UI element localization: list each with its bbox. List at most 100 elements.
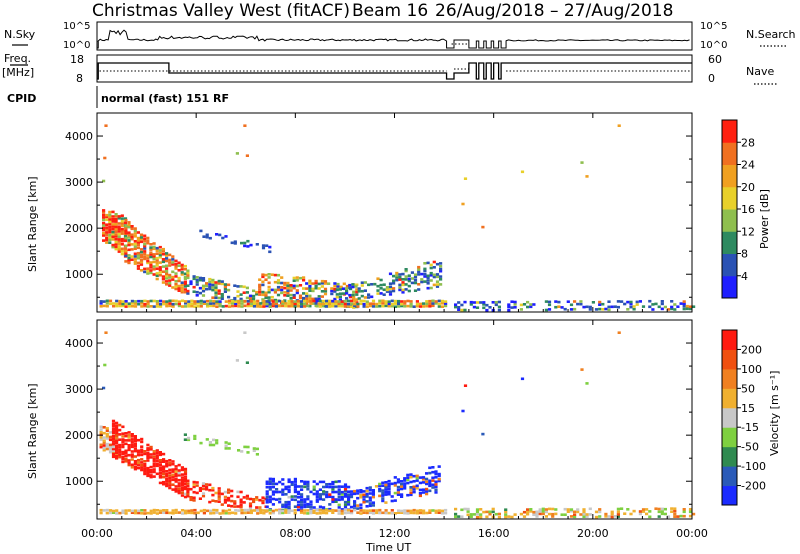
y-tick-label: 4000 (65, 337, 93, 350)
y-tick-label: 1000 (65, 475, 93, 488)
range-gate-cell (165, 477, 169, 481)
range-gate-cell (371, 493, 375, 496)
colorbar-segment (722, 427, 737, 448)
range-gate-cell (114, 227, 118, 231)
range-gate-cell (278, 500, 282, 504)
range-gate-cell (183, 275, 187, 279)
range-gate-cell (314, 286, 318, 290)
range-gate-cell (403, 487, 407, 490)
range-gate-cell (192, 480, 196, 484)
range-gate-cell (349, 505, 354, 509)
range-gate-cell (306, 480, 310, 484)
range-gate-cell (287, 500, 291, 504)
range-gate-cell (283, 294, 287, 297)
range-gate-cell (105, 447, 109, 451)
range-gate-cell (243, 445, 247, 449)
range-gate-cell (217, 292, 221, 295)
range-gate-cell (392, 274, 396, 278)
range-gate-cell (183, 467, 188, 471)
range-gate-cell (325, 302, 329, 305)
range-gate-cell (338, 298, 342, 301)
range-gate-cell (598, 508, 602, 511)
range-gate-cell (554, 508, 558, 511)
range-gate-cell (198, 276, 202, 280)
range-gate-cell (186, 436, 191, 440)
range-gate-cell (425, 490, 429, 493)
nave-series-line (99, 68, 692, 72)
range-gate-cell (388, 282, 393, 285)
range-gate-cell (604, 512, 608, 516)
range-gate-cell (217, 487, 221, 490)
range-gate-cell (359, 509, 363, 512)
range-gate-cell (165, 254, 169, 257)
range-gate-cell (569, 303, 574, 307)
range-gate-cell (220, 295, 224, 298)
range-gate-cell (190, 299, 194, 303)
range-gate-cell (396, 480, 400, 484)
range-gate-cell (406, 304, 410, 308)
range-gate-cell (158, 261, 162, 264)
range-gate-cell (168, 299, 172, 303)
range-gate-cell (407, 289, 411, 293)
range-gate-cell (312, 299, 316, 303)
range-gate-cell (255, 453, 259, 456)
colorbar-segment (722, 253, 737, 277)
range-gate-cell (183, 438, 187, 441)
range-gate-cell (352, 306, 356, 309)
colorbar-tick-label: 100 (741, 363, 762, 376)
range-gate-cell (348, 283, 352, 287)
range-gate-cell (526, 305, 530, 309)
range-gate-cell (497, 515, 501, 519)
range-gate-cell (102, 436, 106, 439)
range-gate-cell (211, 286, 215, 289)
range-gate-cell (162, 470, 166, 473)
range-gate-cell (281, 478, 285, 481)
range-gate-cell (102, 209, 106, 212)
range-gate-cell (114, 242, 118, 246)
range-gate-cell (328, 485, 332, 489)
range-gate-cell (149, 448, 153, 451)
range-gate-cell (317, 287, 321, 290)
range-gate-cell (302, 287, 306, 290)
range-gate-cell (224, 300, 228, 303)
range-gate-cell (124, 434, 128, 438)
range-gate-cell (325, 509, 329, 512)
range-gate-cell (582, 510, 586, 514)
range-gate-cell (676, 305, 680, 308)
range-gate-cell (233, 505, 237, 508)
range-gate-cell (192, 485, 196, 489)
range-gate-cell (368, 496, 372, 499)
range-gate-cell (143, 465, 147, 468)
range-gate-cell (308, 297, 312, 300)
range-gate-cell (115, 426, 119, 430)
range-gate-cell (295, 279, 299, 282)
range-gate-cell (202, 235, 206, 238)
range-gate-cell (117, 245, 121, 249)
range-gate-cell (201, 482, 206, 485)
range-gate-cell (325, 299, 329, 303)
range-gate-cell (469, 513, 473, 516)
range-gate-cell (347, 493, 351, 496)
range-gate-cell (431, 470, 435, 474)
range-gate-cell (404, 283, 408, 286)
range-gate-cell (209, 509, 213, 513)
range-gate-cell (274, 305, 278, 308)
range-gate-cell (124, 300, 128, 303)
range-gate-cell (343, 490, 348, 493)
range-gate-cell (199, 229, 203, 233)
range-gate-cell (221, 509, 225, 513)
range-gate-cell (111, 437, 116, 441)
range-gate-cell (192, 285, 196, 289)
range-gate-cell (127, 236, 131, 239)
range-gate-cell (124, 442, 128, 446)
range-gate-cell (311, 282, 315, 285)
range-gate-cell (425, 300, 429, 303)
range-gate-cell (105, 304, 109, 308)
range-gate-cell (227, 295, 231, 299)
nsearch-label: N.Search (746, 28, 796, 41)
range-gate-cell (407, 279, 411, 283)
range-gate-cell (682, 510, 686, 514)
range-gate-cell (117, 215, 121, 218)
range-gate-cell (133, 235, 137, 238)
range-gate-cell (434, 483, 438, 486)
